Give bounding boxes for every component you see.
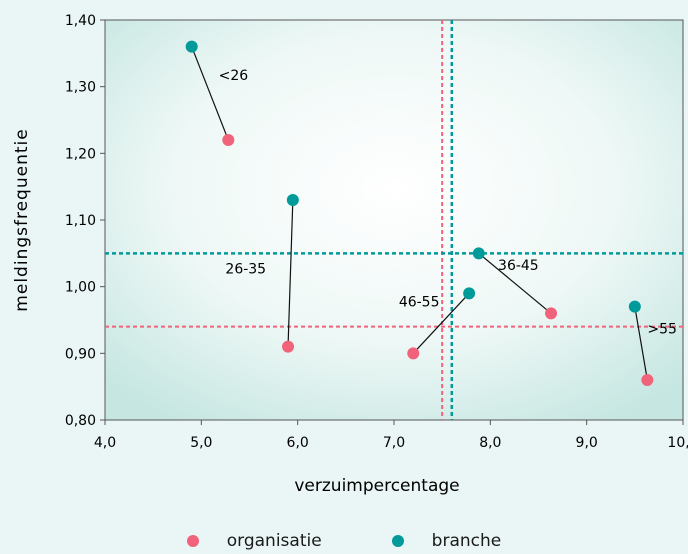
- plot-area: [104, 19, 684, 421]
- data-label: 26-35: [225, 261, 266, 277]
- legend: organisatie branche: [0, 528, 688, 554]
- data-label: <26: [219, 68, 249, 84]
- y-tick-label: 1,40: [65, 13, 96, 29]
- data-point-branche: [185, 40, 198, 53]
- data-point-branche: [286, 194, 299, 206]
- data-label: >55: [647, 321, 677, 337]
- x-tick-label: 8,0: [479, 435, 501, 451]
- legend-dot-branche: [391, 535, 404, 547]
- x-tick-label: 6,0: [287, 435, 309, 451]
- x-axis-label: verzuimpercentage: [294, 476, 459, 496]
- y-tick-label: 1,30: [65, 80, 96, 96]
- x-tick-label: 7,0: [383, 435, 405, 451]
- y-tick-label: 1,10: [65, 213, 96, 229]
- data-point-branche: [472, 247, 485, 260]
- y-axis-label: meldingsfrequentie: [12, 128, 32, 311]
- data-label: 46-55: [399, 295, 440, 311]
- legend-item-branche: branche: [391, 531, 502, 551]
- y-tick-label: 1,00: [65, 280, 96, 296]
- y-tick-label: 0,90: [65, 346, 96, 362]
- x-tick-label: 4,0: [94, 435, 116, 451]
- data-point-organisatie: [545, 307, 558, 320]
- connector-line: [478, 252, 552, 314]
- x-tick-label: 9,0: [576, 435, 598, 451]
- y-tick-label: 1,20: [65, 146, 96, 162]
- data-point-organisatie: [641, 374, 654, 386]
- data-point-branche: [463, 287, 476, 300]
- data-point-organisatie: [222, 134, 235, 146]
- data-point-organisatie: [407, 347, 420, 360]
- data-label: 36-45: [498, 258, 539, 274]
- legend-label-branche: branche: [431, 531, 502, 551]
- connector-line: [287, 199, 294, 347]
- legend-item-organisatie: organisatie: [186, 531, 322, 551]
- data-point-branche: [628, 300, 641, 313]
- legend-label-organisatie: organisatie: [226, 531, 322, 551]
- y-tick-label: 0,80: [65, 413, 96, 429]
- x-tick-label: 5,0: [190, 435, 212, 451]
- data-point-organisatie: [282, 340, 295, 353]
- x-tick-label: 10,0: [667, 435, 688, 451]
- connector-line: [191, 46, 229, 141]
- connector-line: [412, 292, 470, 354]
- connector-line: [634, 306, 648, 381]
- legend-dot-organisatie: [186, 535, 199, 547]
